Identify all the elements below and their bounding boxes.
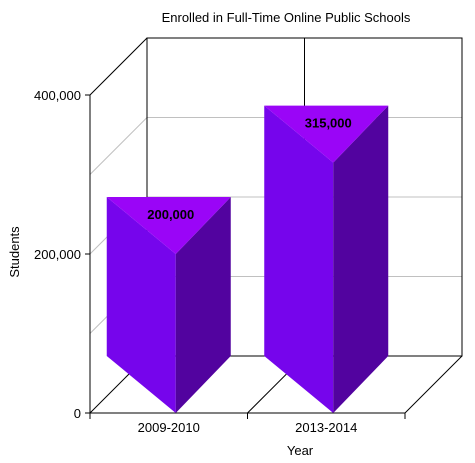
x-tick-label-0: 2009-2010 xyxy=(138,420,200,435)
bar-0 xyxy=(106,197,231,413)
chart-title: Enrolled in Full-Time Online Public Scho… xyxy=(162,10,411,25)
data-label-0: 200,000 xyxy=(147,207,194,222)
left-wall-top xyxy=(89,37,148,96)
y-axis-label: Students xyxy=(7,226,22,278)
floor-right-edge xyxy=(404,355,463,414)
gridline-left-2 xyxy=(89,117,148,175)
x-axis-label: Year xyxy=(287,443,314,458)
x-tick-label-1: 2013-2014 xyxy=(295,420,357,435)
data-label-1: 315,000 xyxy=(305,116,352,131)
bar-front-face-1 xyxy=(264,105,334,413)
y-tick-label-1: 200,000 xyxy=(34,247,81,262)
bar-side-face-1 xyxy=(333,105,389,413)
x-axis-ticks: 2009-2010 2013-2014 xyxy=(89,413,406,435)
bar-1 xyxy=(264,105,389,413)
bars xyxy=(106,105,389,413)
bar-front-face-0 xyxy=(106,197,176,413)
data-labels: 200,000 315,000 xyxy=(147,116,352,222)
y-tick-label-2: 400,000 xyxy=(34,88,81,103)
bar-top-face-1 xyxy=(264,105,389,163)
bar-side-face-0 xyxy=(175,197,231,413)
y-axis-ticks: 0 200,000 400,000 xyxy=(34,88,90,421)
y-tick-label-0: 0 xyxy=(74,406,81,421)
bar-top-face-0 xyxy=(106,197,231,254)
